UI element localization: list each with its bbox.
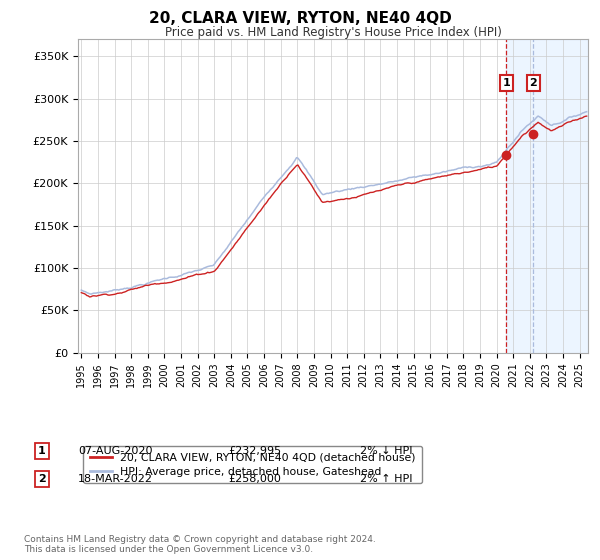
Text: 2: 2 — [38, 474, 46, 484]
Text: 1: 1 — [38, 446, 46, 456]
Text: Contains HM Land Registry data © Crown copyright and database right 2024.
This d: Contains HM Land Registry data © Crown c… — [24, 535, 376, 554]
Title: Price paid vs. HM Land Registry's House Price Index (HPI): Price paid vs. HM Land Registry's House … — [164, 26, 502, 39]
Legend: 20, CLARA VIEW, RYTON, NE40 4QD (detached house), HPI: Average price, detached h: 20, CLARA VIEW, RYTON, NE40 4QD (detache… — [83, 446, 422, 483]
Text: 1: 1 — [502, 78, 510, 88]
Text: 2: 2 — [529, 78, 537, 88]
Text: £258,000: £258,000 — [228, 474, 281, 484]
Text: 07-AUG-2020: 07-AUG-2020 — [78, 446, 152, 456]
Text: £232,995: £232,995 — [228, 446, 281, 456]
Text: 20, CLARA VIEW, RYTON, NE40 4QD: 20, CLARA VIEW, RYTON, NE40 4QD — [149, 11, 451, 26]
Text: 18-MAR-2022: 18-MAR-2022 — [78, 474, 153, 484]
Text: 2% ↑ HPI: 2% ↑ HPI — [360, 474, 413, 484]
Text: 2% ↓ HPI: 2% ↓ HPI — [360, 446, 413, 456]
Bar — [506, 39, 588, 353]
